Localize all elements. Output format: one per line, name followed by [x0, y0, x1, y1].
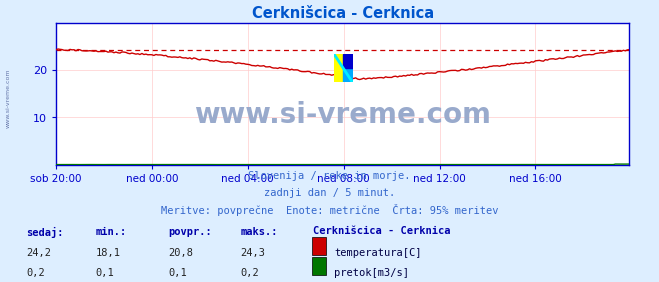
Text: pretok[m3/s]: pretok[m3/s] [334, 268, 409, 278]
Text: 24,3: 24,3 [241, 248, 266, 258]
Text: min.:: min.: [96, 227, 127, 237]
Text: www.si-vreme.com: www.si-vreme.com [194, 101, 491, 129]
Text: Slovenija / reke in morje.: Slovenija / reke in morje. [248, 171, 411, 180]
Text: zadnji dan / 5 minut.: zadnji dan / 5 minut. [264, 188, 395, 197]
Bar [343, 68, 353, 82]
Text: sedaj:: sedaj: [26, 227, 64, 238]
Text: 0,1: 0,1 [96, 268, 114, 278]
Text: 18,1: 18,1 [96, 248, 121, 258]
Bar [343, 54, 353, 68]
Text: povpr.:: povpr.: [168, 227, 212, 237]
Text: 0,2: 0,2 [26, 268, 45, 278]
Text: maks.:: maks.: [241, 227, 278, 237]
Text: 0,2: 0,2 [241, 268, 259, 278]
Text: www.si-vreme.com: www.si-vreme.com [5, 69, 11, 128]
Text: Cerknišcica - Cerknica: Cerknišcica - Cerknica [313, 226, 451, 235]
Text: 0,1: 0,1 [168, 268, 186, 278]
Title: Cerknišcica - Cerknica: Cerknišcica - Cerknica [252, 6, 434, 21]
Text: temperatura[C]: temperatura[C] [334, 248, 422, 258]
Bar [334, 54, 343, 82]
Text: 20,8: 20,8 [168, 248, 193, 258]
Text: 24,2: 24,2 [26, 248, 51, 258]
Text: Meritve: povprečne  Enote: metrične  Črta: 95% meritev: Meritve: povprečne Enote: metrične Črta:… [161, 204, 498, 217]
